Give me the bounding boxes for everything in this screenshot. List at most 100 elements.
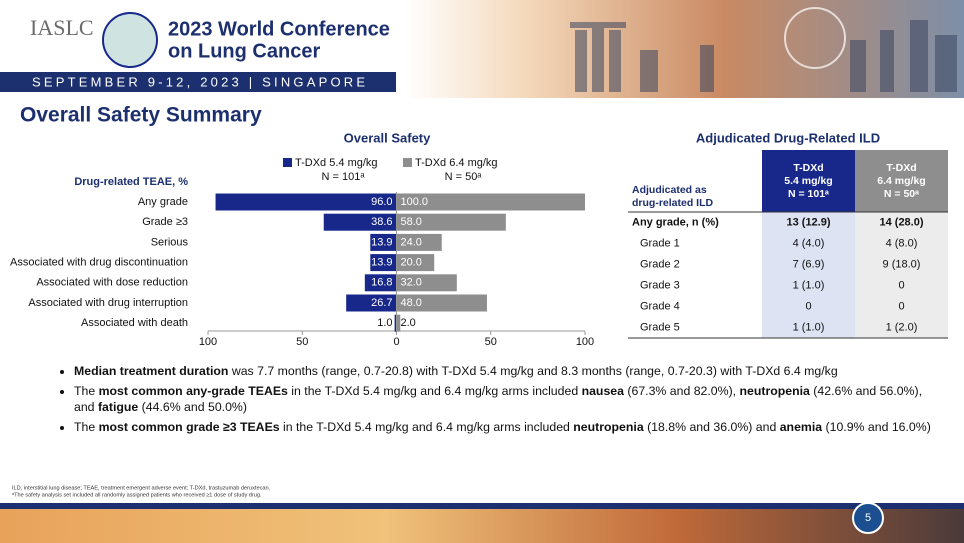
table-cell: 13 (12.9) — [786, 216, 830, 228]
table-cell: 1 (1.0) — [793, 321, 825, 333]
value-label: 13.9 — [371, 236, 392, 248]
bullet-text: (10.9% and 16.0%) — [822, 420, 931, 434]
bullet-text: (44.6% and 50.0%) — [138, 400, 247, 414]
category-label: Associated with dose reduction — [36, 277, 188, 289]
category-label: Associated with death — [81, 317, 188, 329]
bar — [396, 233, 442, 251]
bar — [396, 274, 457, 292]
bullet: The most common grade ≥3 TEAEs in the T-… — [74, 419, 934, 435]
ferris-wheel — [784, 7, 846, 69]
bullet-text: in the T-DXd 5.4 mg/kg and 6.4 mg/kg arm… — [279, 420, 574, 434]
value-label: 20.0 — [401, 257, 422, 269]
table-cell: 7 (6.9) — [793, 258, 825, 270]
table-cell: 1 (1.0) — [793, 279, 825, 291]
value-label: 100.0 — [401, 196, 429, 208]
table-cell: Grade 3 — [640, 279, 680, 291]
legend-n: N = 50ᵃ — [445, 171, 483, 183]
table-cell: 4 (4.0) — [793, 237, 825, 249]
footer-strip — [0, 503, 964, 509]
value-label: 96.0 — [371, 196, 392, 208]
skyline — [570, 20, 957, 92]
conference-logo — [102, 12, 158, 68]
bullet: Median treatment duration was 7.7 months… — [74, 363, 934, 379]
value-label: 58.0 — [401, 216, 422, 228]
date-strip — [0, 72, 396, 92]
bar — [370, 254, 397, 272]
conference-line: 2023 World Conference — [168, 18, 390, 40]
bullet-text: (67.3% and 82.0%), — [623, 384, 740, 398]
value-label: 24.0 — [401, 236, 422, 248]
bar — [364, 274, 397, 292]
bar — [396, 213, 506, 231]
bullet-text: neutropenia — [573, 420, 644, 434]
header-text: Adjudicated as drug-related ILD — [632, 184, 714, 209]
value-label: 26.7 — [371, 297, 392, 309]
bullet-text: in the T-DXd 5.4 mg/kg and 6.4 mg/kg arm… — [287, 384, 582, 398]
table-cell: 0 — [898, 300, 904, 312]
table-title: Adjudicated Drug-Related ILD — [696, 130, 880, 145]
footer-banner — [0, 509, 964, 543]
table-cell: Grade 1 — [640, 237, 680, 249]
category-label: Associated with drug discontinuation — [10, 257, 188, 269]
value-label: 48.0 — [401, 297, 422, 309]
value-label: 2.0 — [401, 317, 416, 329]
bullet-text: The — [74, 384, 99, 398]
bar — [396, 294, 487, 312]
bar — [215, 193, 397, 211]
bullet: The most common any-grade TEAEs in the T… — [74, 383, 934, 415]
table-cell: Grade 5 — [640, 321, 680, 333]
value-label: 1.0 — [377, 317, 392, 329]
table-cell: Grade 2 — [640, 258, 680, 270]
bar — [396, 193, 585, 211]
x-tick-label: 100 — [199, 336, 217, 348]
table-cell: Grade 4 — [640, 300, 680, 312]
footnote: ILD, interstitial lung disease; TEAE, tr… — [12, 485, 271, 491]
header-cell — [762, 150, 855, 212]
bullet-text: nausea — [581, 384, 624, 398]
category-label: Grade ≥3 — [142, 216, 188, 228]
bar — [394, 314, 397, 332]
chart-title: Overall Safety — [344, 130, 431, 145]
conference-line: on Lung Cancer — [168, 40, 320, 62]
table-cell: 1 (2.0) — [886, 321, 918, 333]
bullet-list: Median treatment duration was 7.7 months… — [52, 363, 934, 439]
bullet-text: anemia — [779, 420, 823, 434]
legend-label: T-DXd 5.4 mg/kg — [295, 157, 378, 169]
bar — [370, 233, 397, 251]
x-tick-label: 50 — [485, 336, 497, 348]
table-cell: 0 — [805, 300, 811, 312]
y-axis-label: Drug-related TEAE, % — [74, 176, 188, 188]
x-tick-label: 50 — [296, 336, 308, 348]
table-cell: 0 — [898, 279, 904, 291]
org-name: IASLC — [30, 15, 94, 40]
header-text: T-DXd 5.4 mg/kg N = 101ᵃ — [784, 162, 832, 200]
bullet-text: most common any-grade TEAEs — [98, 384, 288, 398]
slide-title: Overall Safety Summary — [20, 104, 262, 127]
bullet-text: (18.8% and 36.0%) and — [643, 420, 780, 434]
value-label: 32.0 — [401, 277, 422, 289]
bullet-text: The — [74, 420, 99, 434]
table-cell: 4 (8.0) — [886, 237, 918, 249]
header-cell — [855, 150, 948, 212]
bar — [396, 314, 401, 332]
conference-dates: SEPTEMBER 9-12, 2023 | SINGAPORE — [32, 74, 368, 89]
bar — [346, 294, 397, 312]
bar — [396, 254, 435, 272]
bullet-text: (42.6% and 56.0%), and — [74, 384, 922, 414]
x-tick-label: 100 — [576, 336, 594, 348]
value-label: 38.6 — [371, 216, 392, 228]
table-cell: 14 (28.0) — [879, 216, 923, 228]
table-cell: Any grade, n (%) — [632, 216, 719, 228]
category-label: Associated with drug interruption — [28, 297, 188, 309]
value-label: 16.8 — [371, 277, 392, 289]
page-badge — [852, 502, 884, 534]
bullet-text: most common grade ≥3 TEAEs — [98, 420, 280, 434]
category-label: Any grade — [138, 196, 188, 208]
bullet-text: Median treatment duration — [74, 364, 229, 378]
bullet-text: neutropenia — [739, 384, 810, 398]
legend-swatch — [283, 158, 292, 167]
bullet-text: fatigue — [97, 400, 139, 414]
value-label: 13.9 — [371, 257, 392, 269]
